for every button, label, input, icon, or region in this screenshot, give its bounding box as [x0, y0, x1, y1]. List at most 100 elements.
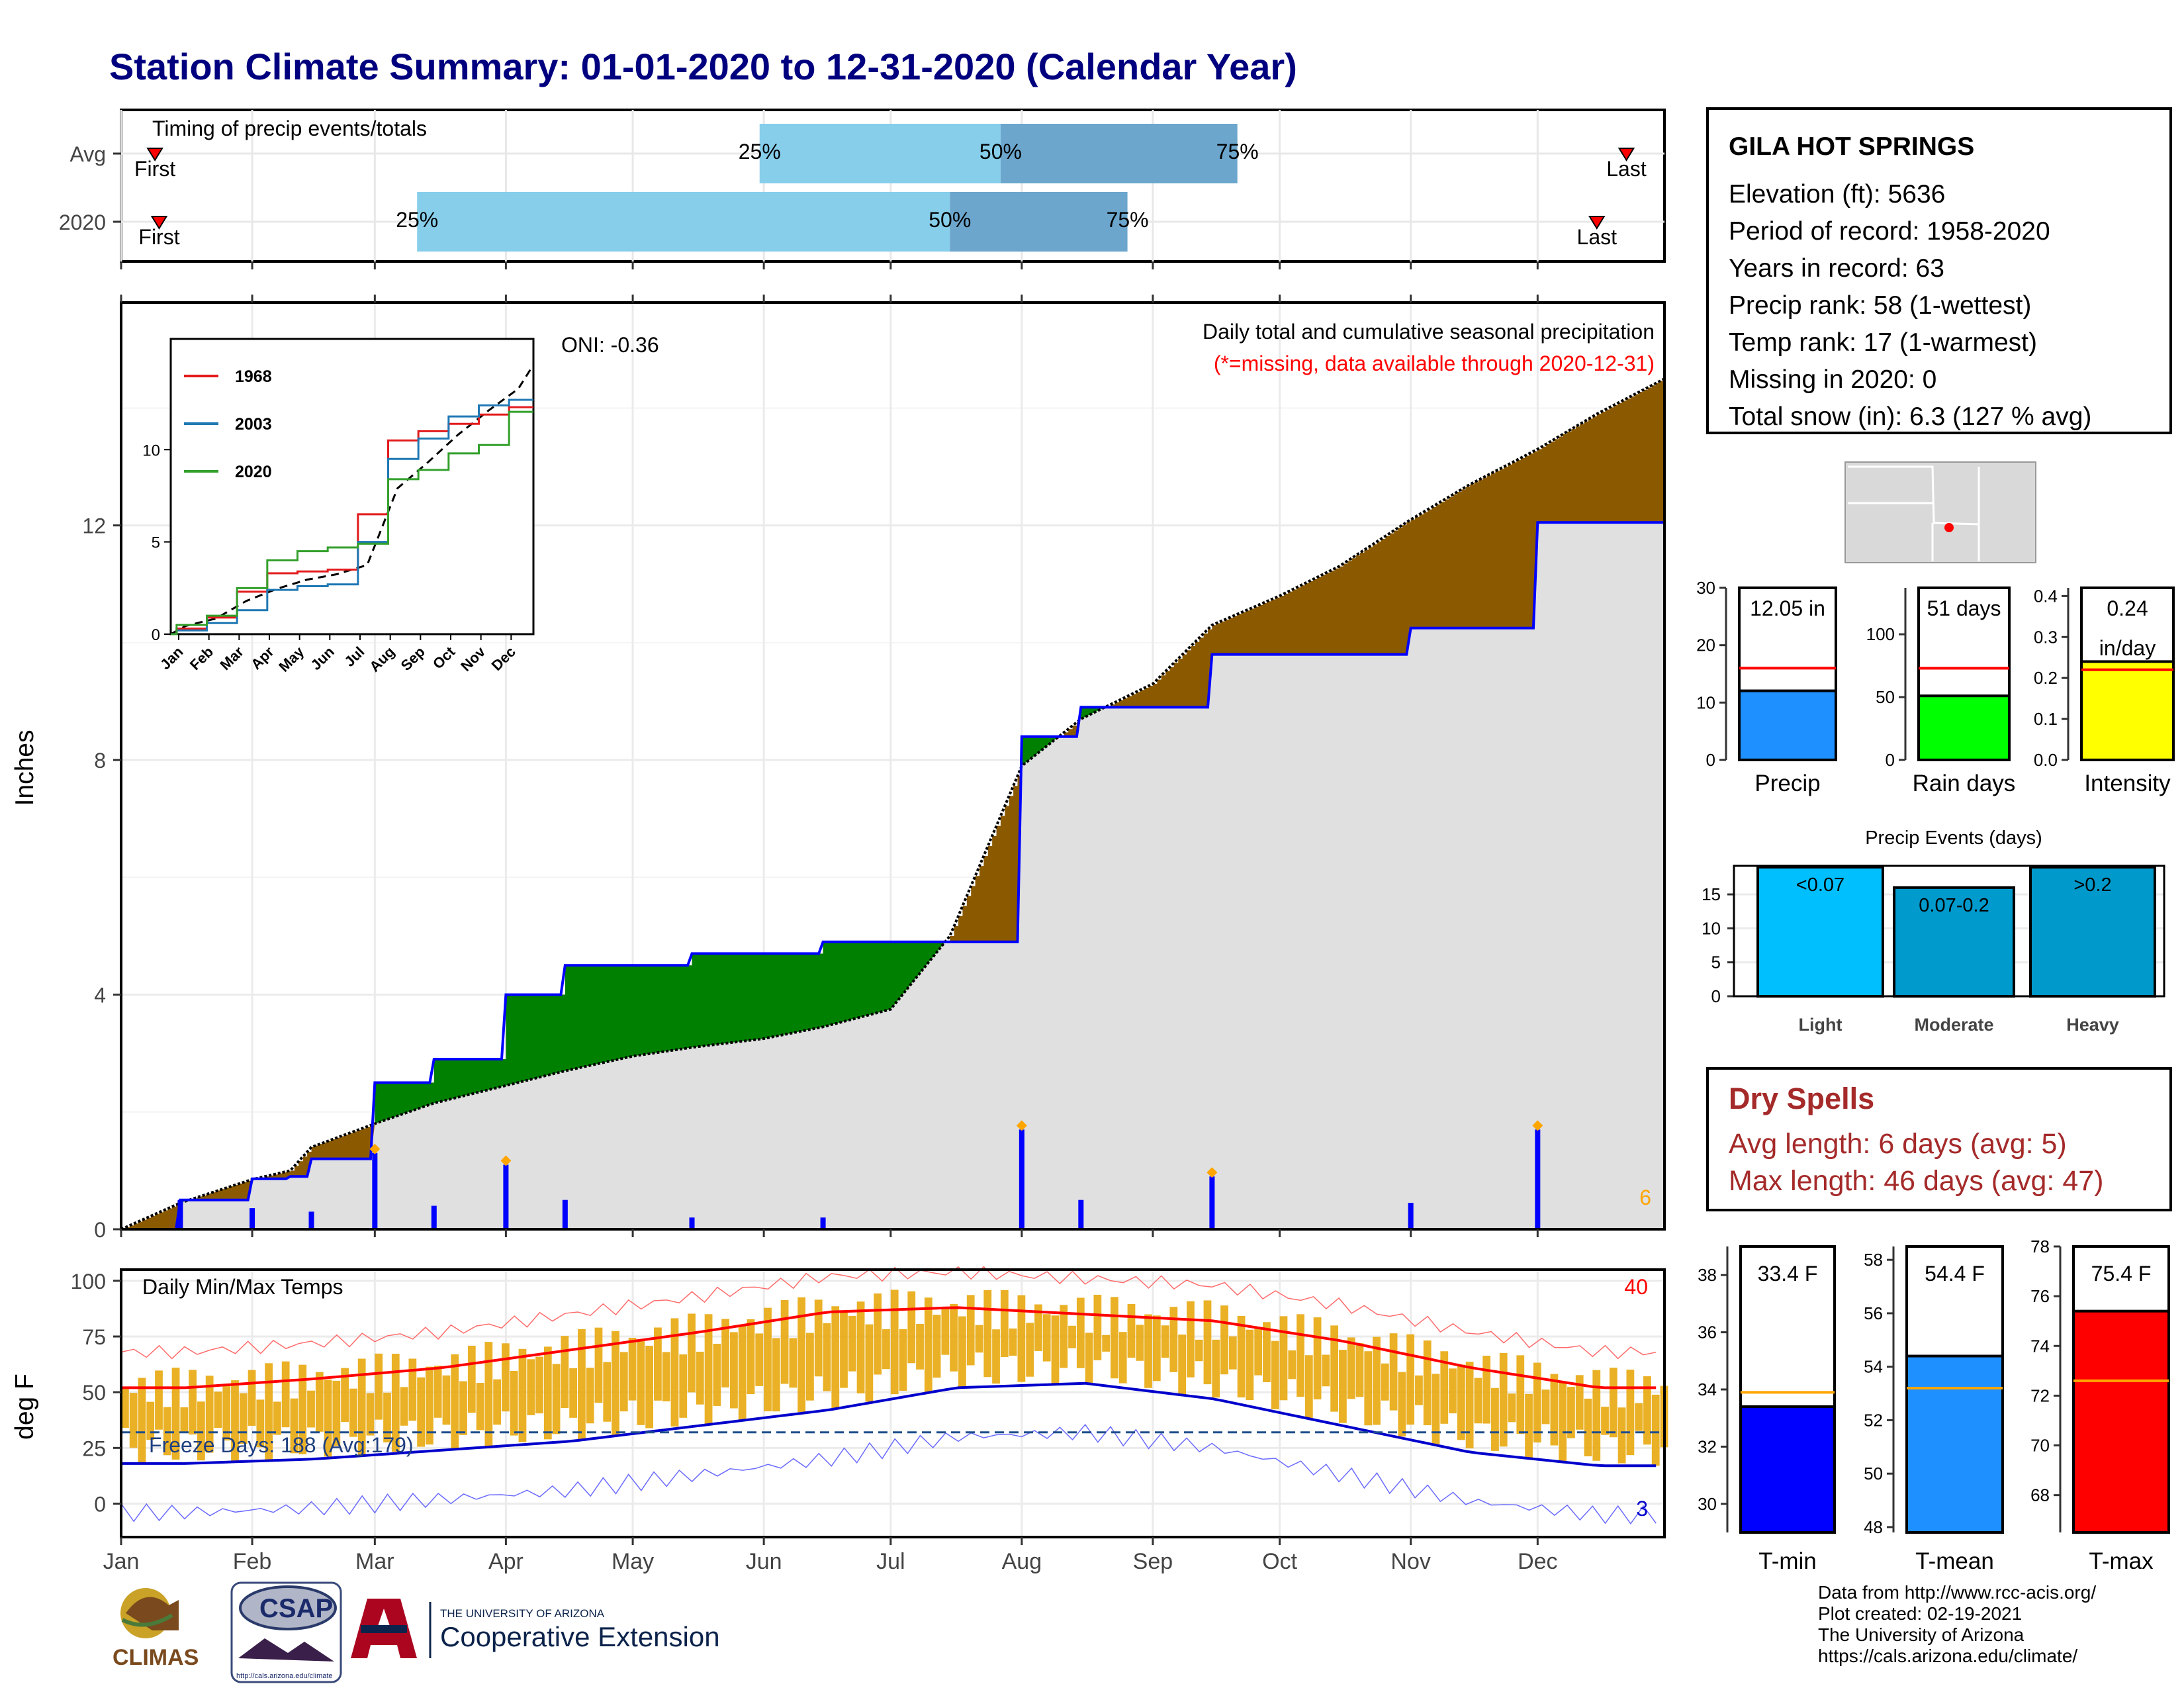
precip-surplus-fill: [911, 941, 917, 984]
temp-bar-value: [1905, 1354, 2004, 1534]
precip-surplus-fill: [789, 953, 794, 1034]
precip-deficit-fill: [1187, 650, 1192, 708]
temp-daily-range-bar: [696, 1351, 704, 1405]
month-label: Apr: [488, 1549, 523, 1574]
precip-deficit-fill: [328, 1141, 334, 1159]
precip-deficit-fill: [138, 1221, 143, 1229]
precip-deficit-fill: [146, 1217, 152, 1229]
temp-average-max-line: [121, 1306, 1657, 1389]
precip-surplus-fill: [628, 965, 633, 1057]
precip-deficit-fill: [1465, 487, 1471, 628]
precip-surplus-fill: [797, 953, 803, 1032]
temp-panel: 0 25 50 75 100 deg F Daily Min/Max Temps Freeze…: [11, 1266, 1668, 1538]
mini-bar-tick-label: 0: [1886, 750, 1895, 770]
precip-deficit-fill: [1635, 394, 1640, 523]
timing-row-label: 2020: [59, 211, 106, 234]
precip-deficit-fill: [366, 1127, 371, 1159]
precip-deficit-fill: [1389, 533, 1394, 655]
temp-daily-range-bar: [916, 1323, 924, 1370]
precip-deficit-fill: [1157, 679, 1162, 708]
temp-daily-range-bar: [1330, 1325, 1339, 1412]
precip-deficit-fill: [1118, 700, 1124, 708]
precip-surplus-fill: [827, 941, 832, 1026]
temp-record-max-line: [120, 1266, 1657, 1360]
timing-bar-q25-q50: [759, 124, 1001, 183]
temp-daily-range-bar: [1195, 1339, 1203, 1362]
precip-surplus-fill: [1042, 736, 1048, 749]
precip-deficit-fill: [1419, 514, 1424, 628]
precip-deficit-fill: [201, 1196, 206, 1200]
precip-deficit-fill: [1592, 416, 1598, 523]
temp-daily-range-bar: [907, 1291, 916, 1364]
precip-deficit-fill: [226, 1188, 232, 1200]
temp-y-tick-label: 100: [71, 1270, 106, 1293]
temp-daily-range-bar: [1381, 1363, 1389, 1401]
temp-daily-range-bar: [1440, 1351, 1449, 1424]
temp-daily-range-bar: [578, 1329, 586, 1440]
precip-surplus-fill: [649, 965, 655, 1054]
temp-daily-range-bar: [780, 1299, 789, 1384]
precip-deficit-fill: [1005, 806, 1010, 942]
temp-daily-range-bar: [1651, 1394, 1660, 1466]
precip-surplus-fill: [725, 953, 731, 1044]
precip-surplus-fill: [379, 1082, 384, 1123]
precip-surplus-fill: [552, 994, 557, 1074]
temp-daily-range-bar: [1212, 1339, 1220, 1398]
temp-daily-range-bar: [848, 1315, 856, 1372]
precip-count-label: 6: [1639, 1186, 1651, 1209]
mini-bar-tick-label: 30: [1696, 578, 1715, 598]
temp-daily-range-bar: [1068, 1325, 1076, 1348]
precip-surplus-fill: [561, 994, 566, 1072]
precip-deficit-fill: [1148, 686, 1154, 708]
temp-bar-label: T-max: [2089, 1548, 2154, 1574]
precip-surplus-fill: [421, 1082, 426, 1108]
precip-surplus-fill: [810, 953, 815, 1030]
precip-surplus-fill: [890, 941, 895, 1009]
temp-daily-range-bar: [840, 1312, 848, 1388]
temp-daily-range-bar: [1111, 1297, 1118, 1379]
temp-daily-range-bar: [1601, 1407, 1609, 1435]
precip-surplus-fill: [658, 965, 663, 1053]
precip-deficit-fill: [1368, 547, 1373, 655]
precip-deficit-fill: [1267, 601, 1272, 655]
precip-surplus-fill: [717, 953, 722, 1045]
precip-surplus-fill: [734, 953, 739, 1043]
temp-daily-range-bar: [1432, 1374, 1440, 1444]
precip-surplus-fill: [869, 941, 874, 1015]
precip-events-tick-label: 0: [1711, 986, 1721, 1006]
temp-daily-range-bar: [1364, 1351, 1373, 1426]
temp-daily-range-bar: [738, 1326, 747, 1420]
temp-daily-range-bar: [502, 1343, 510, 1412]
temp-daily-range-bar: [603, 1362, 612, 1422]
precip-surplus-fill: [696, 953, 701, 1047]
precip-deficit-fill: [1639, 392, 1644, 523]
dry-spells-title: Dry Spells: [1729, 1082, 1875, 1115]
precip-deficit-fill: [1233, 616, 1238, 655]
precip-surplus-fill: [543, 994, 549, 1076]
temp-bar-tick-label: 54: [1864, 1357, 1883, 1377]
climas-logo: CLIMAS: [113, 1588, 199, 1670]
precip-deficit-fill: [1504, 467, 1509, 628]
temp-daily-range-bar: [730, 1332, 738, 1409]
precip-daily-marker: [1016, 1120, 1027, 1131]
mini-bar-tick-label: 50: [1876, 687, 1895, 707]
precip-daily-bar: [1078, 1199, 1084, 1229]
precip-deficit-fill: [150, 1216, 156, 1229]
precip-frame: [120, 301, 1666, 1231]
temp-y-tick-label: 50: [82, 1381, 106, 1405]
temp-daily-range-bar: [941, 1306, 950, 1355]
temp-bar-tick-label: 52: [1864, 1410, 1883, 1430]
precip-surplus-fill: [755, 953, 760, 1040]
temp-daily-range-bar: [332, 1380, 341, 1446]
climas-wordmark: CLIMAS: [113, 1645, 199, 1670]
precip-deficit-fill: [1559, 436, 1564, 523]
precip-surplus-fill: [1085, 707, 1090, 717]
precip-events-category-label: Moderate: [1914, 1015, 1993, 1035]
temp-daily-range-bar: [1499, 1352, 1508, 1447]
precip-deficit-fill: [1546, 444, 1551, 523]
precip-surplus-fill: [806, 953, 811, 1031]
precip-deficit-fill: [1554, 439, 1559, 523]
timing-last-label: Last: [1606, 157, 1647, 181]
precip-deficit-fill: [975, 876, 980, 942]
precip-surplus-fill: [502, 1059, 507, 1087]
